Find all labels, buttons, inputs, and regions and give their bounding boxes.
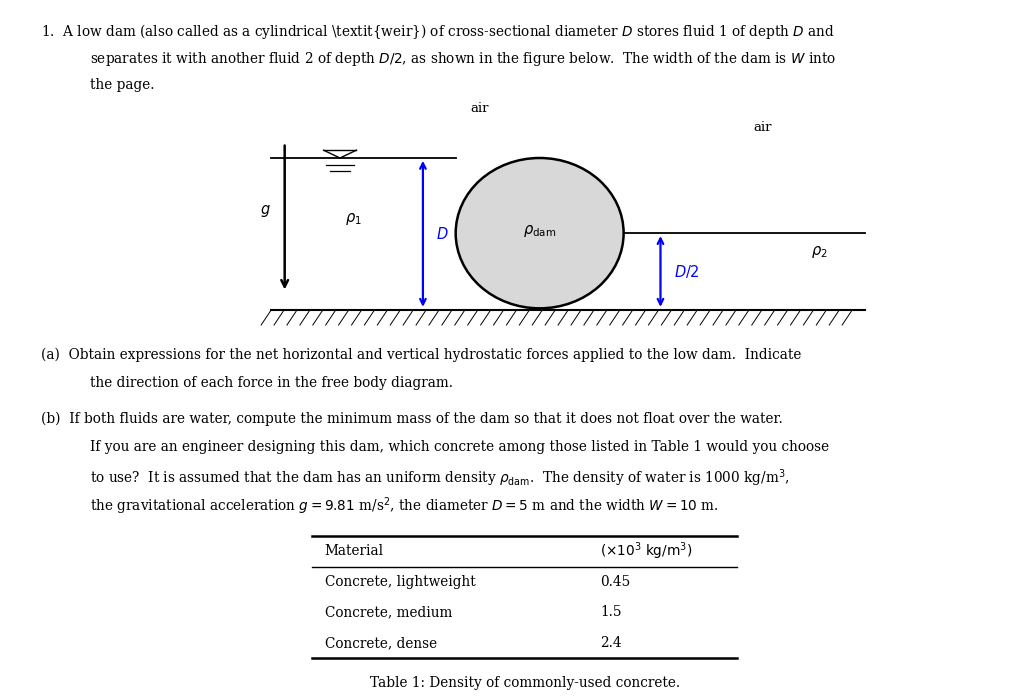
Text: air: air: [470, 102, 488, 115]
Text: to use?  It is assumed that the dam has an uniform density $\rho_\mathrm{dam}$. : to use? It is assumed that the dam has a…: [90, 468, 790, 489]
Text: 0.45: 0.45: [600, 575, 631, 589]
Text: $(\times 10^3\ \mathrm{kg/m}^3)$: $(\times 10^3\ \mathrm{kg/m}^3)$: [600, 540, 692, 562]
Text: 1.  A low dam (also called as a cylindrical \textit{weir}) of cross-sectional di: 1. A low dam (also called as a cylindric…: [41, 22, 835, 41]
Text: $\rho_2$: $\rho_2$: [811, 244, 827, 260]
Text: Material: Material: [325, 544, 384, 558]
Text: (b)  If both fluids are water, compute the minimum mass of the dam so that it do: (b) If both fluids are water, compute th…: [41, 412, 782, 427]
Text: Concrete, lightweight: Concrete, lightweight: [325, 575, 475, 589]
Text: $g$: $g$: [260, 203, 270, 219]
Text: the gravitational acceleration $g = 9.81$ m/s$^2$, the diameter $D = 5$ m and th: the gravitational acceleration $g = 9.81…: [90, 496, 719, 517]
Text: Concrete, dense: Concrete, dense: [325, 636, 436, 650]
Text: air: air: [754, 120, 772, 134]
Text: 2.4: 2.4: [600, 636, 622, 650]
Text: separates it with another fluid 2 of depth $D/2$, as shown in the figure below. : separates it with another fluid 2 of dep…: [90, 50, 837, 68]
Text: the page.: the page.: [90, 78, 155, 92]
Text: $\rho_1$: $\rho_1$: [345, 212, 361, 227]
Text: $D/2$: $D/2$: [674, 263, 699, 280]
Text: $\rho_\mathrm{dam}$: $\rho_\mathrm{dam}$: [523, 223, 556, 239]
Text: 1.5: 1.5: [600, 606, 622, 619]
Text: $D$: $D$: [436, 226, 449, 242]
Text: Concrete, medium: Concrete, medium: [325, 606, 452, 619]
Ellipse shape: [456, 158, 624, 308]
Text: (a)  Obtain expressions for the net horizontal and vertical hydrostatic forces a: (a) Obtain expressions for the net horiz…: [41, 348, 802, 363]
Text: Table 1: Density of commonly-used concrete.: Table 1: Density of commonly-used concre…: [370, 676, 680, 690]
Text: If you are an engineer designing this dam, which concrete among those listed in : If you are an engineer designing this da…: [90, 440, 829, 454]
Text: the direction of each force in the free body diagram.: the direction of each force in the free …: [90, 376, 453, 390]
